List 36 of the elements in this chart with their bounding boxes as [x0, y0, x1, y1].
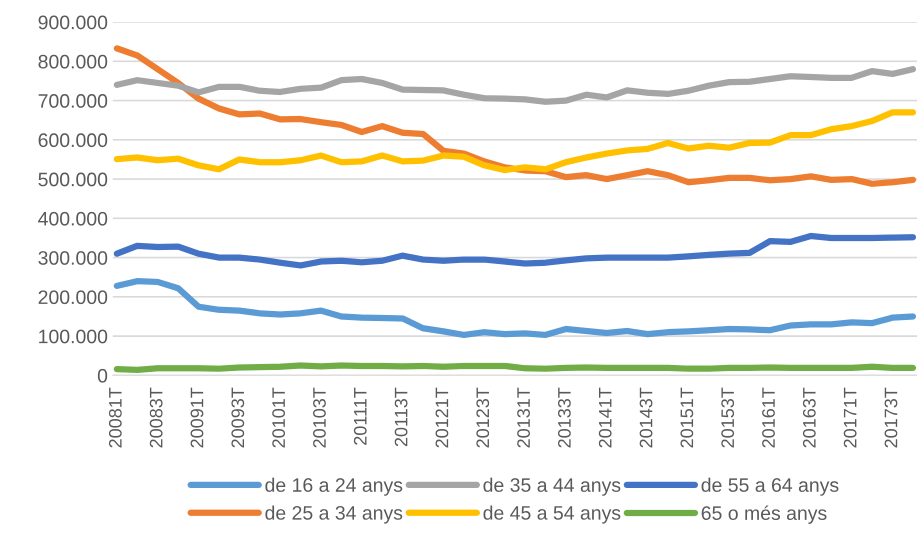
x-tick-label: 20173T — [884, 388, 898, 448]
y-tick-label: 200.000 — [38, 290, 108, 304]
legend-label: de 35 a 44 anys — [483, 478, 620, 496]
x-tick-label: 20151T — [680, 388, 694, 448]
y-tick-label: 300.000 — [38, 251, 108, 265]
x-tick-label: 20143T — [640, 388, 652, 448]
y-tick-label: 0 — [98, 368, 108, 383]
x-tick-label: 20153T — [721, 388, 734, 448]
x-tick-label: 20121T — [436, 388, 448, 448]
legend-label: de 25 a 34 anys — [265, 505, 402, 524]
x-tick-label: 20093T — [231, 388, 244, 448]
x-tick-label: 20113T — [394, 388, 408, 446]
x-tick-label: 20141T — [598, 388, 612, 448]
x-tick-label: 20111T — [354, 388, 367, 445]
y-tick-label: 400.000 — [38, 212, 108, 226]
x-tick-label: 20101T — [272, 388, 286, 448]
legend-label: de 55 a 64 anys — [702, 478, 838, 496]
y-tick-label: 700.000 — [38, 94, 108, 108]
x-tick-label: 20133T — [558, 388, 571, 448]
x-tick-label: 20091T — [190, 388, 204, 448]
legend-label: 65 o més anys — [702, 505, 826, 524]
x-tick-label: 20171T — [844, 388, 857, 448]
y-tick-label: 100.000 — [39, 330, 108, 344]
x-tick-label: 20103T — [313, 388, 326, 448]
legend-label: de 16 a 24 anys — [265, 478, 402, 496]
y-tick-label: 500.000 — [38, 172, 108, 186]
y-tick-label: 800.000 — [38, 54, 108, 69]
legend-label: de 45 a 54 anys — [483, 505, 620, 524]
x-tick-label: 20083T — [150, 388, 163, 448]
y-tick-label: 900.000 — [38, 16, 108, 30]
x-tick-label: 20163T — [802, 388, 816, 448]
x-tick-label: 20161T — [762, 388, 775, 448]
x-tick-label: 20131T — [517, 388, 530, 448]
x-tick-label: 20081T — [108, 388, 122, 448]
y-tick-label: 600.000 — [38, 133, 108, 148]
x-tick-label: 20123T — [476, 388, 490, 448]
